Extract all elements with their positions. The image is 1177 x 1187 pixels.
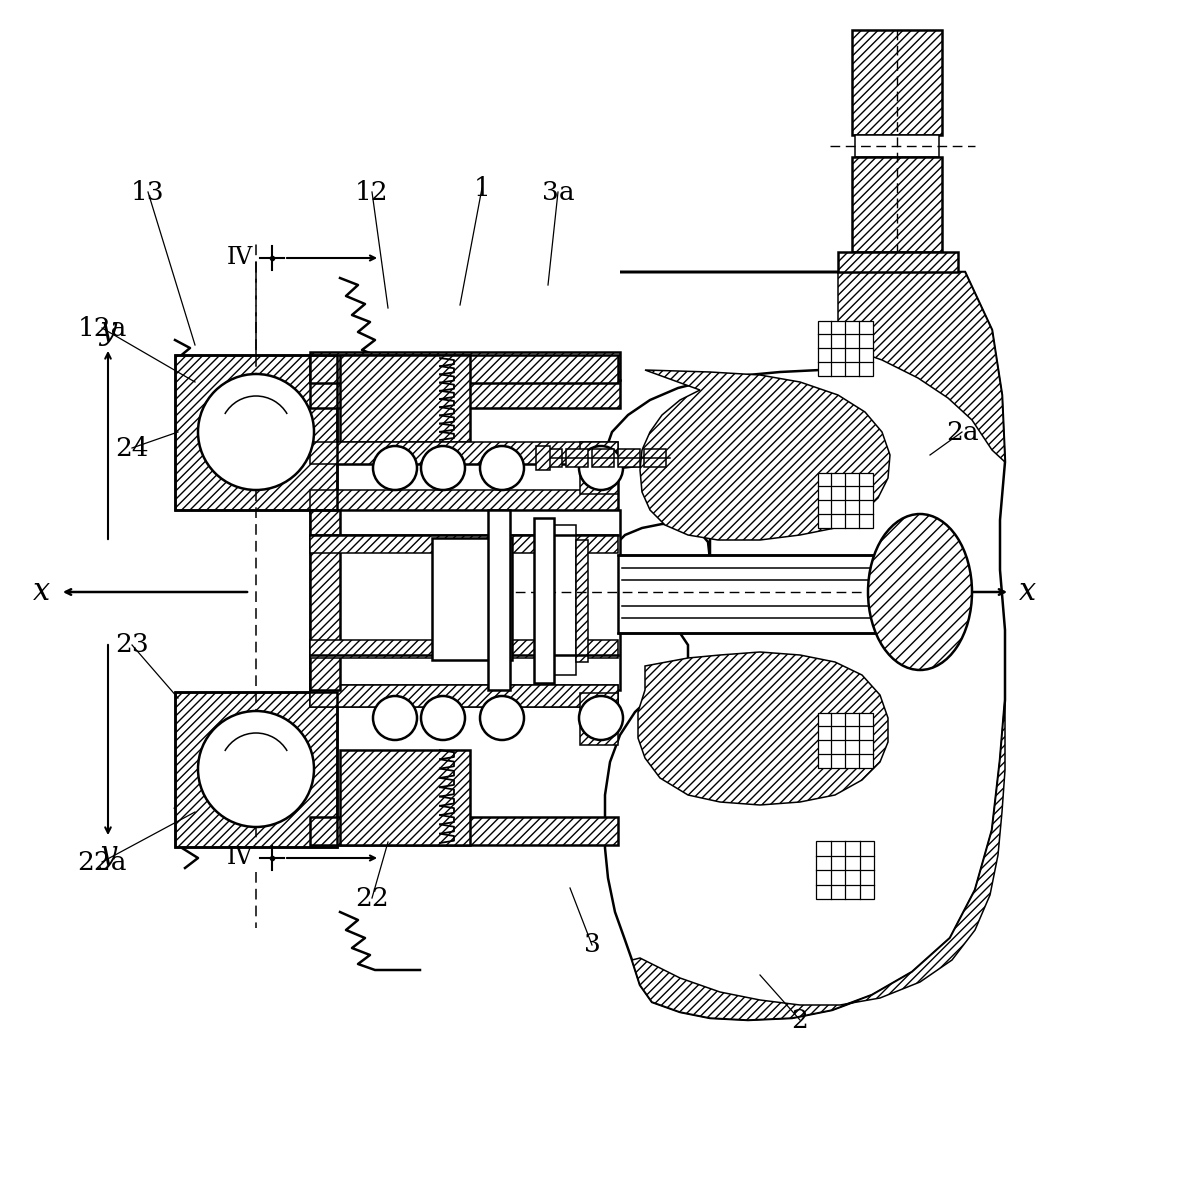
Text: x: x (1019, 577, 1037, 608)
Text: 13: 13 (131, 179, 165, 204)
Bar (340, 750, 470, 845)
Bar (566, 449, 588, 466)
Bar (488, 538, 510, 660)
Text: IV: IV (227, 247, 253, 269)
Polygon shape (638, 652, 887, 805)
Bar (576, 540, 588, 662)
Bar (310, 535, 618, 553)
Polygon shape (640, 370, 890, 540)
Circle shape (198, 711, 314, 827)
Text: y: y (99, 839, 117, 870)
Bar (310, 510, 620, 690)
Text: 22: 22 (355, 886, 388, 910)
Bar (852, 157, 942, 252)
Bar (310, 817, 618, 845)
Bar (644, 449, 666, 466)
Circle shape (421, 696, 465, 740)
Bar (818, 712, 872, 768)
Text: 2a: 2a (945, 419, 978, 444)
Text: 2: 2 (792, 1008, 809, 1033)
Polygon shape (605, 272, 1005, 1020)
Text: 12a: 12a (78, 316, 127, 341)
Circle shape (373, 696, 417, 740)
Circle shape (579, 446, 623, 490)
Circle shape (373, 446, 417, 490)
Bar (310, 640, 618, 658)
Polygon shape (838, 272, 1005, 462)
Bar (310, 510, 340, 690)
Bar (592, 449, 614, 466)
Bar (175, 692, 337, 848)
Bar (554, 525, 576, 675)
Bar (540, 449, 561, 466)
Polygon shape (838, 252, 958, 272)
Bar (852, 30, 942, 135)
Text: 23: 23 (115, 633, 148, 658)
Bar (340, 355, 470, 442)
Bar (175, 355, 337, 510)
Text: IV: IV (227, 846, 253, 870)
Bar (310, 685, 618, 707)
Text: x: x (33, 577, 51, 608)
Bar (618, 556, 918, 633)
Bar (310, 490, 618, 510)
Bar (816, 842, 875, 899)
Text: 1: 1 (473, 176, 491, 201)
Text: 22a: 22a (78, 850, 127, 875)
Bar (432, 538, 512, 660)
Bar (818, 472, 872, 527)
Ellipse shape (867, 514, 972, 669)
Bar (580, 693, 618, 745)
Bar (310, 353, 620, 380)
Bar (310, 685, 618, 707)
Circle shape (480, 696, 524, 740)
Bar (488, 510, 510, 690)
Text: 3: 3 (584, 933, 600, 958)
Text: 24: 24 (115, 436, 148, 461)
Text: 3a: 3a (541, 179, 574, 204)
Bar (310, 464, 618, 512)
Circle shape (421, 446, 465, 490)
Polygon shape (632, 700, 1005, 1020)
Circle shape (480, 446, 524, 490)
Bar (536, 446, 550, 470)
Polygon shape (175, 355, 337, 510)
Text: y: y (99, 315, 117, 345)
Bar (855, 135, 939, 157)
Bar (580, 442, 618, 494)
Bar (310, 442, 618, 464)
Circle shape (579, 696, 623, 740)
Circle shape (198, 374, 314, 490)
Bar (310, 355, 618, 383)
Polygon shape (175, 692, 337, 848)
Bar (618, 449, 640, 466)
Bar (310, 640, 618, 688)
Text: 12: 12 (355, 179, 388, 204)
Bar (818, 320, 872, 375)
Bar (310, 380, 620, 408)
Bar (534, 518, 554, 683)
